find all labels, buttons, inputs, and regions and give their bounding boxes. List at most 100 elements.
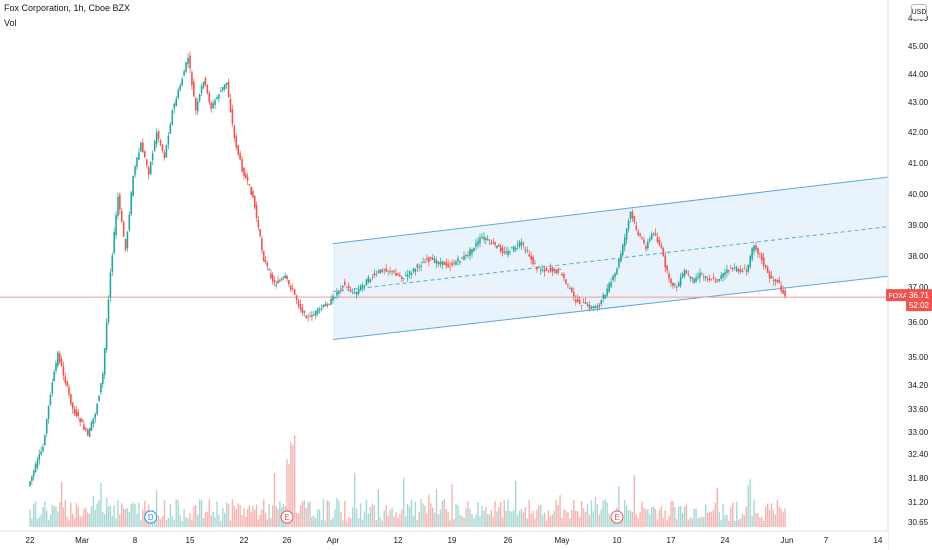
volume-bar bbox=[73, 518, 76, 527]
candle-body bbox=[541, 269, 544, 271]
candle-body bbox=[477, 240, 479, 246]
volume-bar bbox=[706, 512, 709, 527]
currency-button[interactable]: USD bbox=[911, 4, 927, 20]
candle-body bbox=[81, 418, 83, 422]
candle-body bbox=[257, 220, 260, 228]
candle-body bbox=[38, 454, 41, 460]
volume-bar bbox=[522, 512, 525, 527]
candle-body bbox=[689, 276, 692, 279]
candle-body bbox=[198, 94, 201, 101]
x-tick-label: 15 bbox=[186, 536, 195, 545]
volume-bar bbox=[608, 513, 610, 527]
candle-body bbox=[111, 255, 114, 272]
channel-upper-line[interactable] bbox=[332, 174, 903, 245]
candle-body bbox=[262, 251, 265, 262]
candle-body bbox=[749, 256, 751, 268]
candle-body bbox=[784, 290, 786, 297]
event-marker-e[interactable] bbox=[610, 510, 624, 524]
candle-body bbox=[553, 268, 556, 271]
candle-body bbox=[693, 278, 695, 284]
candle-body bbox=[528, 254, 531, 257]
volume-bar bbox=[526, 518, 528, 527]
volume-bar bbox=[169, 504, 172, 527]
candle-body bbox=[588, 304, 591, 310]
candle-body bbox=[268, 269, 270, 270]
volume-bar bbox=[397, 517, 399, 527]
volume-bar bbox=[590, 500, 593, 527]
candle-body bbox=[84, 428, 87, 430]
candle-body bbox=[514, 247, 517, 250]
volume-bar bbox=[183, 508, 185, 527]
candle-body bbox=[574, 299, 577, 303]
volume-bar bbox=[511, 511, 513, 527]
candle-body bbox=[666, 265, 668, 271]
price-scale[interactable] bbox=[888, 0, 932, 550]
candle-body bbox=[467, 254, 469, 256]
candle-body bbox=[492, 242, 495, 244]
candle-body bbox=[225, 82, 228, 85]
volume-bar bbox=[433, 512, 436, 527]
candle-body bbox=[86, 429, 89, 435]
candle-body bbox=[699, 272, 701, 278]
volume-bar bbox=[66, 516, 68, 527]
candle-body bbox=[134, 166, 136, 176]
volume-bar bbox=[571, 509, 573, 527]
candle-body bbox=[726, 269, 728, 273]
candle-body bbox=[58, 353, 61, 363]
candle-body bbox=[90, 422, 93, 431]
candle-body bbox=[735, 267, 738, 272]
candle-body bbox=[194, 98, 197, 111]
x-tick-label: 26 bbox=[283, 536, 292, 545]
volume-bar bbox=[651, 507, 653, 527]
candle-body bbox=[704, 276, 707, 279]
candle-body bbox=[764, 265, 767, 268]
candle-body bbox=[766, 266, 769, 273]
volume-bar bbox=[326, 500, 328, 527]
volume-bar bbox=[426, 513, 428, 527]
candle-body bbox=[126, 231, 129, 249]
candle-body bbox=[648, 238, 651, 241]
volume-bar bbox=[254, 509, 256, 527]
event-marker-d[interactable] bbox=[144, 510, 158, 524]
candle-body bbox=[565, 279, 567, 284]
volume-bar bbox=[177, 500, 179, 527]
volume-bar bbox=[453, 519, 455, 527]
volume-bar bbox=[459, 514, 461, 527]
channel-lower-line[interactable] bbox=[332, 274, 903, 340]
candle-body bbox=[620, 253, 622, 262]
candle-body bbox=[145, 159, 148, 166]
candle-body bbox=[259, 229, 261, 237]
candle-body bbox=[505, 251, 507, 253]
candle-body bbox=[695, 277, 697, 282]
channel-mid-line[interactable] bbox=[332, 224, 903, 293]
volume-bar bbox=[204, 512, 207, 527]
volume-bar bbox=[467, 501, 469, 527]
candle-body bbox=[559, 268, 561, 270]
candle-body bbox=[361, 284, 364, 288]
volume-bar bbox=[49, 514, 52, 527]
candle-body bbox=[29, 481, 31, 486]
event-marker-e[interactable] bbox=[280, 510, 294, 524]
volume-bar bbox=[318, 509, 321, 527]
y-tick-label: 37.00 bbox=[908, 283, 929, 292]
volume-bar bbox=[399, 514, 401, 527]
volume-bar bbox=[338, 500, 340, 527]
volume-bar bbox=[295, 512, 298, 527]
candle-body bbox=[342, 286, 344, 288]
candle-body bbox=[745, 270, 748, 272]
candle-body bbox=[483, 237, 485, 240]
candle-body bbox=[412, 268, 415, 272]
volume-bar bbox=[418, 512, 420, 527]
x-tick-label: 24 bbox=[721, 536, 730, 545]
volume-bar bbox=[449, 520, 451, 527]
candle-body bbox=[271, 274, 274, 281]
candle-body bbox=[142, 142, 144, 153]
volume-bar bbox=[111, 516, 113, 527]
volume-bar bbox=[737, 519, 740, 527]
time-scale[interactable] bbox=[0, 531, 888, 550]
volume-bar bbox=[492, 516, 494, 527]
volume-bar bbox=[612, 520, 614, 527]
volume-bar bbox=[233, 505, 236, 527]
candle-body bbox=[55, 362, 57, 371]
